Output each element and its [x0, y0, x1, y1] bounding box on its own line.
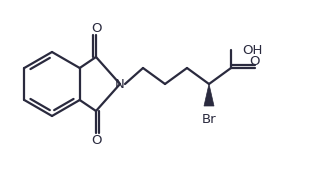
Text: N: N — [115, 78, 125, 90]
Text: O: O — [250, 55, 260, 67]
Text: O: O — [91, 22, 101, 35]
Text: Br: Br — [202, 112, 216, 126]
Text: O: O — [91, 133, 101, 147]
Text: OH: OH — [242, 44, 262, 56]
Polygon shape — [204, 84, 214, 106]
